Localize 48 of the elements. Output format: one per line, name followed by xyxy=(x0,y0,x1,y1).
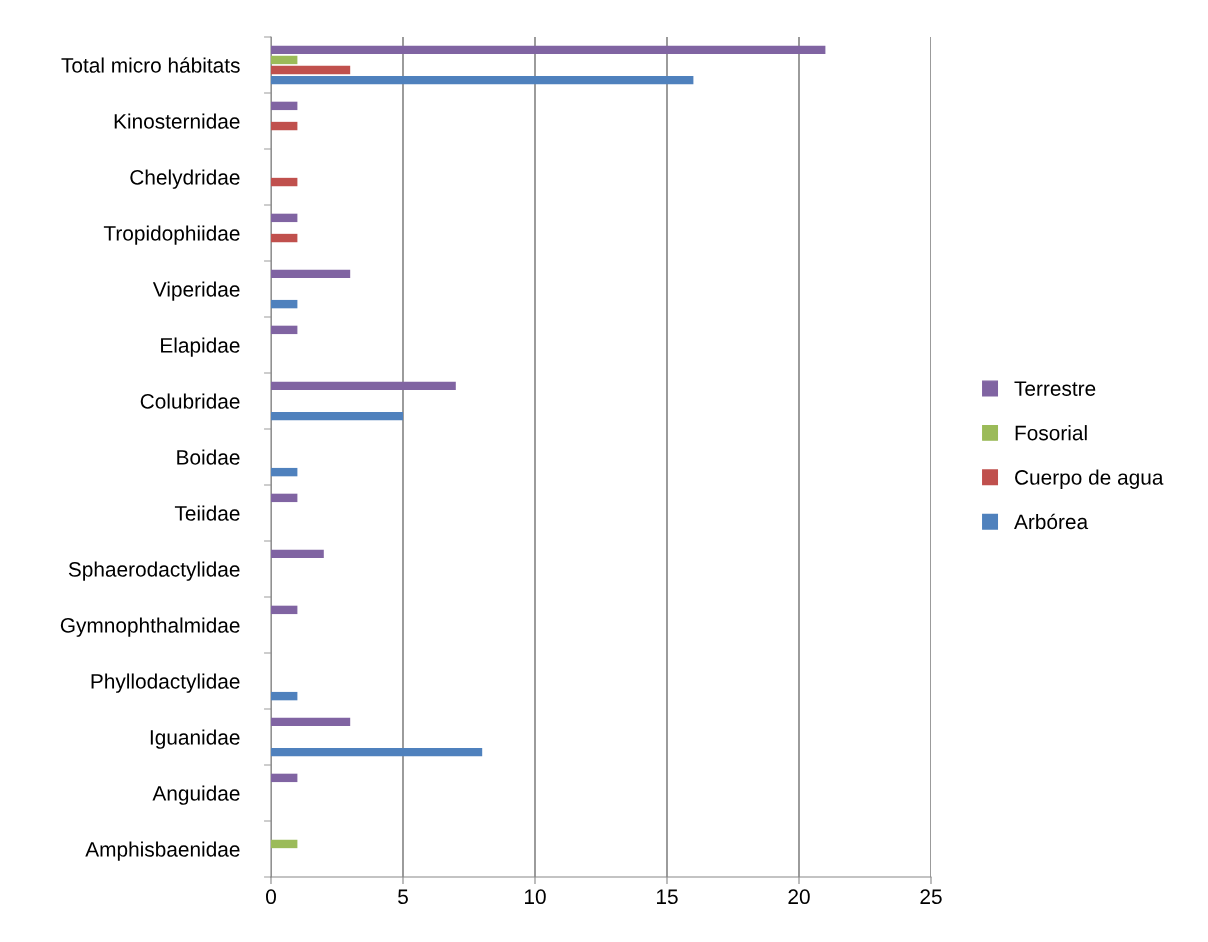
y-tick-label: Gymnophthalmidae xyxy=(60,617,240,637)
bar xyxy=(271,213,298,223)
bar xyxy=(271,411,403,421)
bar xyxy=(271,121,298,131)
y-tick-label: Total micro hábitats xyxy=(61,57,240,73)
x-tick-label: 5 xyxy=(398,889,408,905)
y-tick-label: Phyllodactylidae xyxy=(91,673,240,693)
bar xyxy=(271,65,351,75)
y-tick-label: Kinosternidae xyxy=(114,113,240,129)
bar xyxy=(271,75,694,85)
y-tick-label: Boidae xyxy=(177,449,240,465)
bar xyxy=(271,325,298,335)
x-tick-label: 20 xyxy=(788,889,810,905)
legend-label: Fosorial xyxy=(1015,425,1087,441)
bar xyxy=(271,747,483,757)
y-tick-label: Chelydridae xyxy=(130,169,240,189)
bar xyxy=(271,233,298,243)
legend-label: Terrestre xyxy=(1014,381,1096,396)
bar xyxy=(271,101,298,111)
bar xyxy=(271,773,298,783)
bar xyxy=(271,839,298,849)
y-tick-label: Elapidae xyxy=(161,337,240,357)
bar xyxy=(271,55,298,65)
bar xyxy=(271,269,351,279)
bar xyxy=(271,717,351,727)
bar xyxy=(271,45,826,55)
y-tick-label: Tropidophiidae xyxy=(103,225,240,245)
y-tick-label: Anguidae xyxy=(152,785,240,805)
bar xyxy=(271,381,456,391)
y-tick-label: Sphaerodactylidae xyxy=(68,561,240,581)
y-tick-label: Amphisbaenidae xyxy=(85,841,240,861)
bar xyxy=(271,177,298,187)
bar xyxy=(271,299,298,309)
x-tick-label: 25 xyxy=(920,889,942,905)
bar xyxy=(271,605,298,615)
y-tick-label: Colubridae xyxy=(140,393,240,409)
bar xyxy=(271,691,298,701)
x-tick-label: 10 xyxy=(525,889,546,905)
bar xyxy=(271,493,298,503)
x-tick-label: 0 xyxy=(266,889,276,905)
bar xyxy=(271,467,298,477)
y-tick-label: Iguanidae xyxy=(150,729,240,749)
bar xyxy=(271,549,324,559)
legend-label: Cuerpo de agua xyxy=(1015,469,1164,489)
y-tick-label: Teiidae xyxy=(174,505,240,521)
legend-label: Arbórea xyxy=(1014,513,1089,530)
x-tick-label: 15 xyxy=(657,889,678,905)
y-tick-label: Viperidae xyxy=(152,281,240,301)
